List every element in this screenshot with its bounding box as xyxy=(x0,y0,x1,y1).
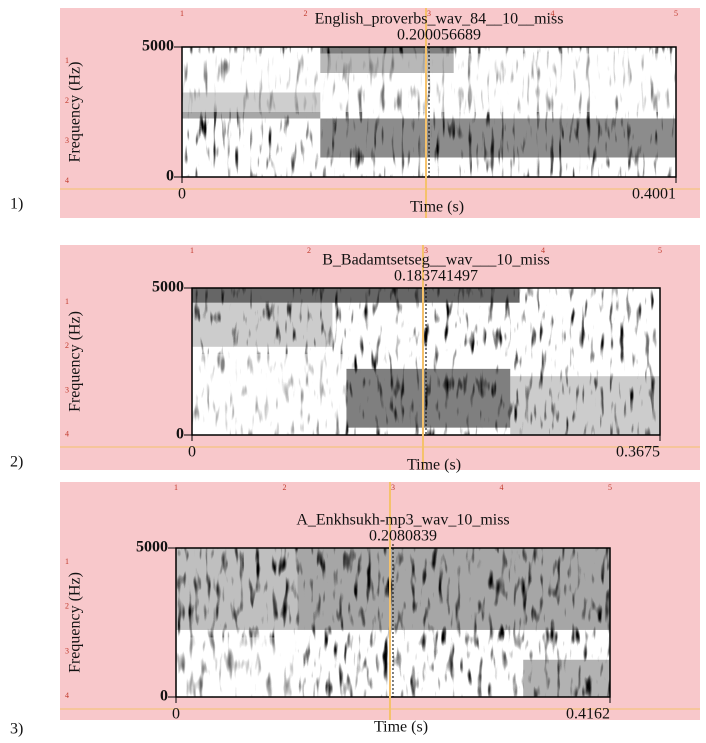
ruler-label: 4 xyxy=(541,246,545,255)
spectrogram-shade xyxy=(192,354,347,435)
x-axis-label: Time (s) xyxy=(407,457,461,474)
ruler-label: 3 xyxy=(424,246,428,255)
ruler-label: 3 xyxy=(427,9,431,18)
ruler-label: 3 xyxy=(65,646,69,655)
ruler-label: 5 xyxy=(608,483,612,492)
ruler-label: 3 xyxy=(65,385,69,394)
ruler-label: 1 xyxy=(174,483,178,492)
spectrogram-shade xyxy=(192,302,333,347)
spectrogram-shade xyxy=(320,47,454,73)
y-axis-label: Frequency (Hz) xyxy=(67,62,84,163)
spectrogram-panel: 1 2 3 4 5 1 2 3 4 0.2080839A_Enkhsukh-mp3_wav_10_… xyxy=(10,482,700,738)
panel-label: 3) xyxy=(10,721,23,738)
panel-title: A_Enkhsukh-mp3_wav_10_miss xyxy=(296,512,509,529)
x-tick-label: 0 xyxy=(188,444,196,461)
ruler-label: 5 xyxy=(658,246,662,255)
ruler-label: 4 xyxy=(65,430,69,439)
spectrogram-shade xyxy=(346,368,511,428)
ruler-label: 2 xyxy=(307,246,311,255)
x-tick-label: 0.4162 xyxy=(566,706,610,723)
x-tick-label: 0 xyxy=(172,706,180,723)
x-axis-label: Time (s) xyxy=(410,199,464,216)
spectrogram-shade xyxy=(176,637,298,697)
y-tick-label: 5000 xyxy=(136,539,168,556)
x-axis-label: Time (s) xyxy=(374,719,428,736)
cursor-value: 0.183741497 xyxy=(394,268,478,285)
spectrogram-shade xyxy=(182,92,321,119)
ruler-label: 5 xyxy=(674,9,678,18)
panel-title: B_Badamtsetseg__wav___10_miss xyxy=(322,252,550,269)
ruler-label: 1 xyxy=(65,297,69,306)
cursor-value: 0.200056689 xyxy=(397,27,481,44)
y-axis-label: Frequency (Hz) xyxy=(67,311,84,412)
ruler-label: 2 xyxy=(65,602,69,611)
spectrogram-panel: 1 2 3 4 5 1 2 3 4 0.200056689English_proverbs_wav… xyxy=(10,8,700,218)
spectrogram-shade xyxy=(320,118,676,158)
ruler-label: 4 xyxy=(65,176,69,185)
x-tick-label: 0.3675 xyxy=(616,444,660,461)
x-tick-label: 0 xyxy=(178,186,186,203)
ruler-label: 2 xyxy=(65,341,69,350)
ruler-label: 2 xyxy=(283,483,287,492)
spectrogram-shade xyxy=(510,376,660,435)
panel-label: 2) xyxy=(10,454,23,471)
spectrogram-shade xyxy=(523,659,610,697)
ruler-label: 1 xyxy=(180,9,184,18)
ruler-label: 2 xyxy=(65,96,69,105)
y-tick-label: 0 xyxy=(166,168,174,185)
x-tick-label: 0.4001 xyxy=(632,186,676,203)
y-tick-label: 5000 xyxy=(152,279,184,296)
spectrogram-shade xyxy=(192,288,520,303)
y-axis-label: Frequency (Hz) xyxy=(67,572,84,673)
y-tick-label: 0 xyxy=(160,688,168,705)
ruler-label: 1 xyxy=(65,557,69,566)
ruler-label: 3 xyxy=(391,483,395,492)
y-tick-label: 5000 xyxy=(142,38,174,55)
ruler-label: 1 xyxy=(65,56,69,65)
spectrogram-shade xyxy=(176,548,298,630)
panel-title: English_proverbs_wav_84__10__miss xyxy=(315,11,564,28)
ruler-label: 4 xyxy=(551,9,555,18)
panel-label: 1) xyxy=(10,196,23,213)
ruler-label: 1 xyxy=(190,246,194,255)
y-tick-label: 0 xyxy=(176,426,184,443)
spectrogram-shade xyxy=(297,548,610,630)
ruler-label: 4 xyxy=(65,691,69,700)
ruler-label: 3 xyxy=(65,136,69,145)
ruler-label: 4 xyxy=(500,483,504,492)
cursor-value: 0.2080839 xyxy=(369,528,437,545)
spectrogram-panel: 1 2 3 4 5 1 2 3 4 0.183741497B_Badamtsetseg__wav_… xyxy=(10,245,700,474)
ruler-label: 2 xyxy=(304,9,308,18)
